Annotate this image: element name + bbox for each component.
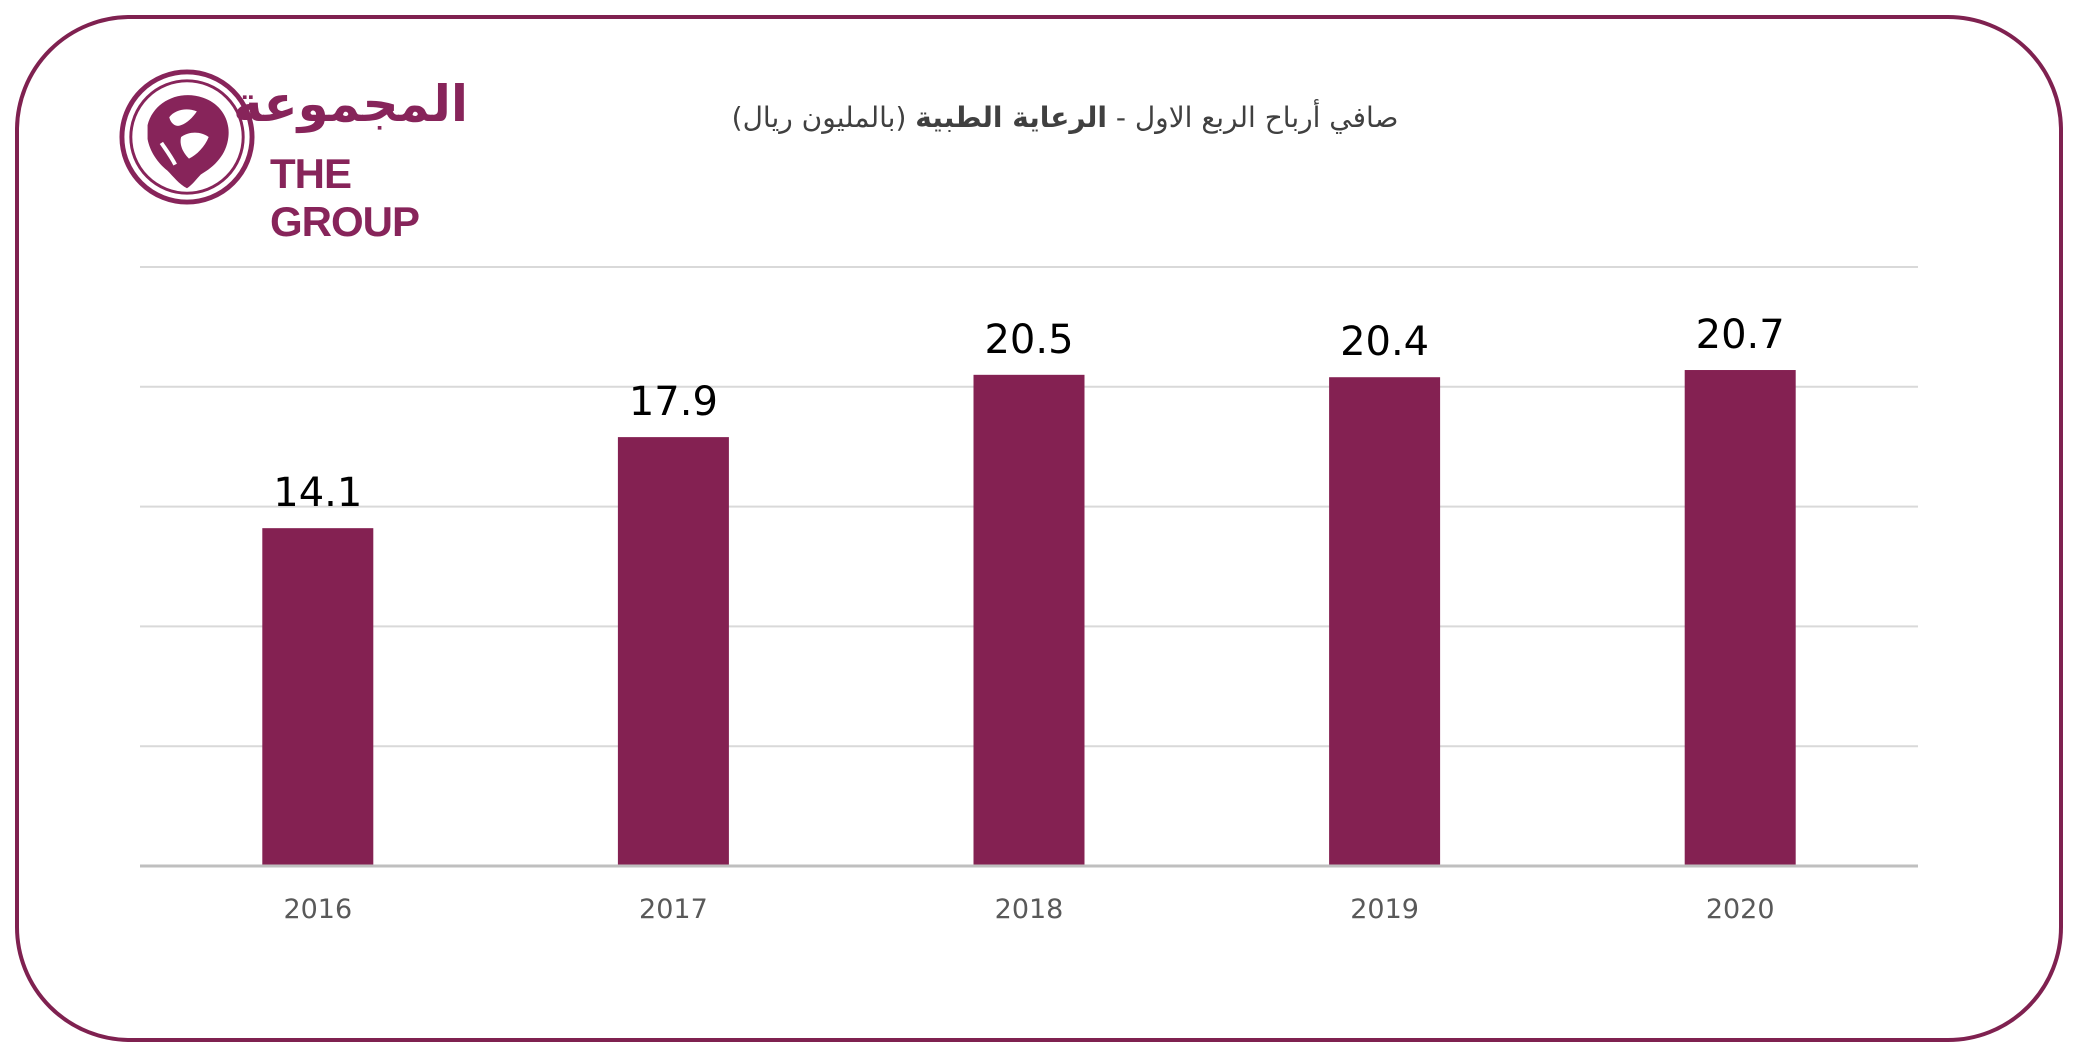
falcon-emblem-icon [119, 69, 255, 205]
logo-arabic-text: المجموعة [233, 75, 468, 133]
bar-2018 [973, 374, 1085, 866]
data-label-2016: 14.1 [273, 470, 362, 516]
chart-title-prefix: صافي أرباح الربع الاول - [1106, 101, 1399, 134]
bar-2020 [1684, 370, 1796, 866]
chart-title-bold: الرعاية الطبية [915, 101, 1107, 134]
x-tick-label-2016: 2016 [283, 894, 352, 925]
x-axis: 2016 2017 2018 2019 2020 [140, 864, 1918, 925]
x-tick-label-2018: 2018 [995, 894, 1064, 925]
bar-2016 [262, 528, 374, 866]
bar-2019 [1329, 377, 1441, 866]
x-tick-label-2020: 2020 [1706, 894, 1775, 925]
x-tick-label-2017: 2017 [639, 894, 708, 925]
x-tick-label-2019: 2019 [1350, 894, 1419, 925]
data-label-2019: 20.4 [1340, 319, 1429, 365]
logo-english-text: THE GROUP [270, 150, 420, 245]
data-label-2018: 20.5 [984, 317, 1073, 363]
data-label-2020: 20.7 [1696, 312, 1785, 358]
data-label-2017: 17.9 [629, 379, 718, 425]
chart-title-suffix: (بالمليون ريال) [731, 101, 916, 134]
company-logo: المجموعة THE GROUP [118, 68, 468, 245]
data-labels: 14.1 17.9 20.5 20.4 20.7 [273, 312, 1784, 516]
bars [262, 370, 1796, 866]
chart-title: صافي أرباح الربع الاول - الرعاية الطبية … [650, 100, 1480, 136]
bar-2017 [617, 437, 729, 866]
